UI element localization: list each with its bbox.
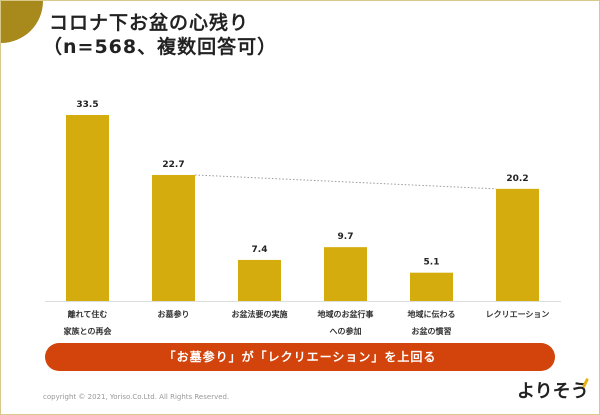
data-label-2: 7.4	[252, 245, 268, 255]
bar-3	[324, 247, 367, 301]
category-label-3-1: への参加	[330, 326, 362, 336]
category-label-4-0: 地域に伝わる	[408, 309, 456, 319]
chart-title: コロナ下お盆の心残り （n=568、複数回答可）	[43, 11, 277, 59]
data-label-3: 9.7	[338, 232, 354, 242]
comparison-dotted-line	[194, 174, 497, 190]
category-label-3-0: 地域のお盆行事	[318, 309, 374, 319]
data-label-5: 20.2	[506, 174, 528, 184]
yoriso-logo: よりそう	[517, 377, 589, 403]
category-label-5-0: レクリエーション	[486, 309, 550, 319]
conclusion-banner: 「お墓参り」が「レクリエーション」を上回る	[45, 343, 555, 371]
category-label-4-1: お盆の慣習	[412, 326, 452, 336]
title-line-1: コロナ下お盆の心残り	[49, 12, 250, 34]
copyright: copyright © 2021, Yoriso.Co.Ltd. All Rig…	[43, 393, 230, 401]
category-label-0-1: 家族との再会	[64, 326, 112, 336]
bar-0	[66, 115, 109, 301]
category-label-0-0: 離れて住む	[68, 309, 108, 319]
category-label-2-0: お盆法要の実施	[232, 309, 288, 319]
bar-4	[410, 272, 453, 301]
title-line-2: （n=568、複数回答可）	[43, 36, 278, 58]
bar-5	[496, 188, 539, 301]
bar-2	[238, 259, 281, 301]
category-label-1-0: お墓参り	[158, 309, 190, 319]
data-label-1: 22.7	[162, 160, 184, 170]
data-label-4: 5.1	[424, 258, 440, 268]
data-label-0: 33.5	[76, 100, 98, 110]
logo-text: よりそう	[517, 381, 589, 402]
bar-1	[152, 174, 195, 301]
